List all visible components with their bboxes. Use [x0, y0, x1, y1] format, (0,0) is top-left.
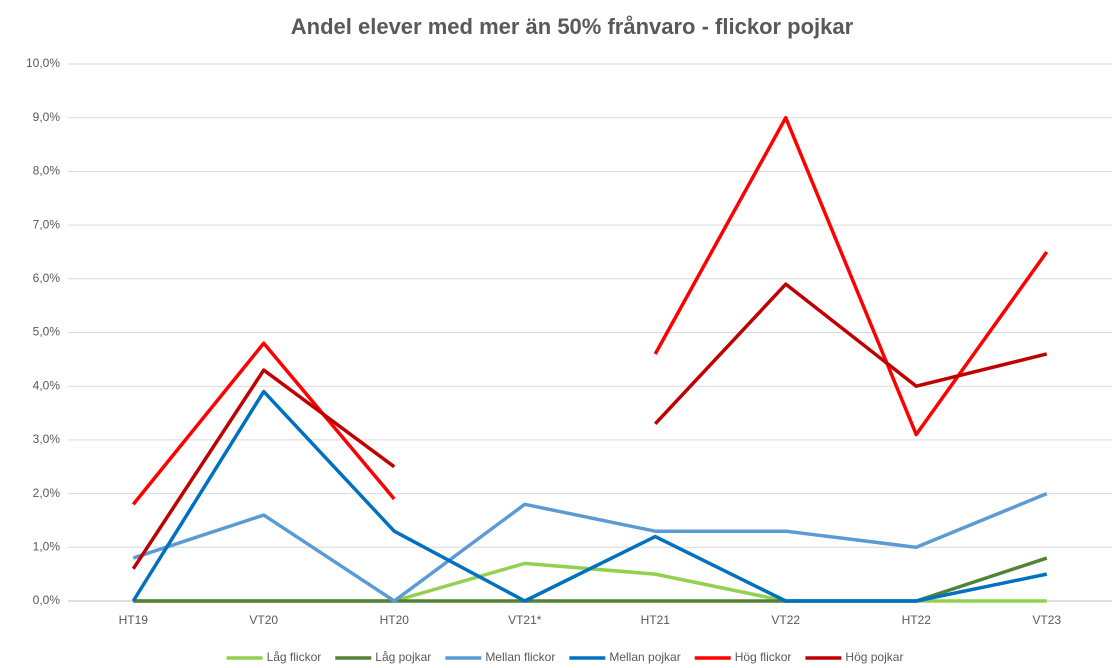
- series-line: [133, 556, 1048, 603]
- y-tick-label: 0,0%: [33, 593, 61, 607]
- x-tick-label: HT20: [380, 613, 410, 627]
- x-tick-label: HT21: [641, 613, 671, 627]
- series-line: [131, 115, 1049, 506]
- x-tick-label: VT21*: [508, 613, 542, 627]
- legend-label: Mellan flickor: [485, 650, 555, 664]
- legend-label: Låg flickor: [267, 650, 322, 664]
- series-line: [131, 282, 1048, 570]
- legend-label: Hög pojkar: [845, 650, 903, 664]
- y-tick-label: 1,0%: [33, 539, 61, 553]
- x-tick-label: VT20: [249, 613, 278, 627]
- y-tick-label: 3,0%: [33, 432, 61, 446]
- y-tick-label: 6,0%: [33, 271, 61, 285]
- y-tick-label: 10,0%: [26, 56, 60, 70]
- chart-title: Andel elever med mer än 50% frånvaro - f…: [291, 14, 854, 39]
- series-line: [131, 389, 1048, 603]
- legend-label: Låg pojkar: [375, 650, 431, 664]
- y-tick-label: 8,0%: [33, 164, 61, 178]
- y-tick-label: 9,0%: [33, 110, 61, 124]
- series-line: [132, 491, 1048, 603]
- y-tick-label: 2,0%: [33, 486, 61, 500]
- x-tick-label: HT19: [119, 613, 149, 627]
- x-tick-label: HT22: [902, 613, 932, 627]
- y-tick-label: 5,0%: [33, 325, 61, 339]
- y-tick-label: 7,0%: [33, 217, 61, 231]
- x-tick-label: VT22: [771, 613, 800, 627]
- y-tick-label: 4,0%: [33, 378, 61, 392]
- legend-label: Hög flickor: [735, 650, 792, 664]
- x-tick-label: VT23: [1032, 613, 1061, 627]
- legend-label: Mellan pojkar: [609, 650, 680, 664]
